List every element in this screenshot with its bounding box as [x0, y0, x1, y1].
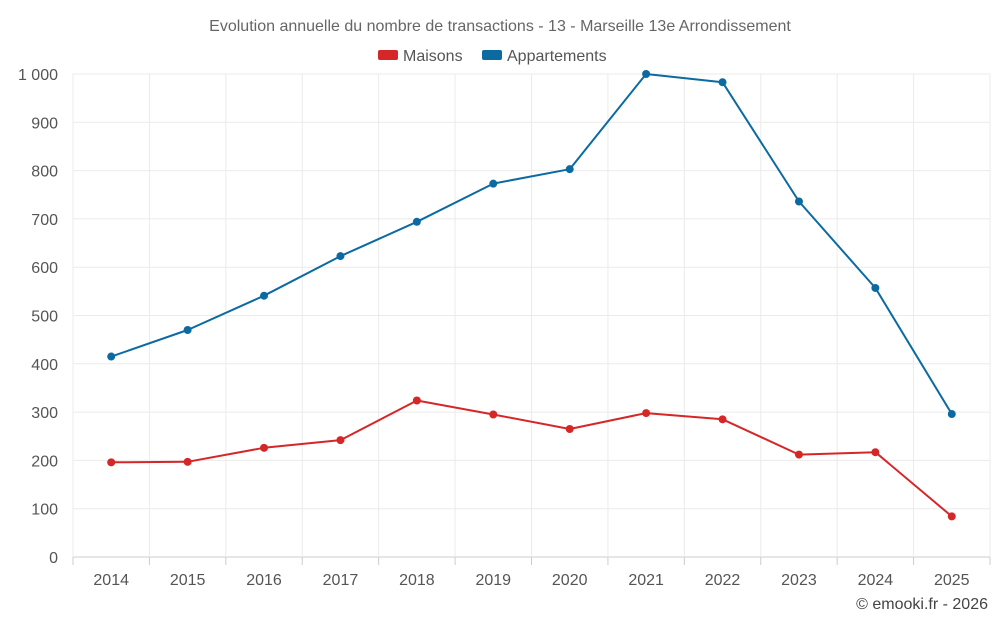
chart-title: Evolution annuelle du nombre de transact…: [209, 18, 791, 35]
data-point-appartements[interactable]: [642, 70, 651, 78]
data-point-appartements[interactable]: [107, 352, 116, 361]
x-tick-label: 2016: [246, 572, 282, 589]
x-tick-label: 2017: [323, 572, 359, 589]
data-point-appartements[interactable]: [183, 325, 192, 334]
chart-legend: Maisons Appartements: [378, 48, 607, 65]
y-tick-label: 300: [31, 405, 58, 422]
legend-label-maisons[interactable]: Maisons: [403, 48, 463, 65]
y-tick-label: 0: [49, 550, 58, 567]
y-tick-label: 700: [31, 212, 58, 229]
x-tick-label: 2021: [628, 572, 664, 589]
x-tick-label: 2022: [705, 572, 741, 589]
data-point-appartements[interactable]: [412, 217, 421, 226]
data-point-maisons[interactable]: [336, 436, 345, 445]
y-tick-label: 500: [31, 309, 58, 326]
y-axis-tick-labels: 0 100 200 300 400 500 600 700 800 900 1 000: [18, 67, 58, 567]
legend-label-appartements[interactable]: Appartements: [507, 48, 607, 65]
x-tick-label: 2020: [552, 572, 588, 589]
y-tick-label: 400: [31, 357, 58, 374]
data-point-appartements[interactable]: [336, 252, 345, 261]
data-point-maisons[interactable]: [183, 457, 192, 466]
x-tick-label: 2019: [475, 572, 511, 589]
x-tick-label: 2018: [399, 572, 435, 589]
series-layer: [107, 70, 956, 521]
data-point-appartements[interactable]: [489, 179, 498, 188]
data-point-maisons[interactable]: [718, 415, 727, 424]
data-point-maisons[interactable]: [947, 512, 956, 521]
y-tick-label: 1 000: [18, 67, 58, 84]
data-point-appartements[interactable]: [871, 283, 880, 292]
gridlines: [72, 73, 991, 565]
data-point-maisons[interactable]: [565, 425, 574, 434]
x-tick-label: 2023: [781, 572, 817, 589]
x-tick-label: 2025: [934, 572, 970, 589]
data-point-appartements[interactable]: [260, 291, 269, 300]
series-line-maisons: [111, 399, 953, 518]
data-point-maisons[interactable]: [107, 458, 116, 467]
data-point-maisons[interactable]: [489, 410, 498, 419]
data-point-appartements[interactable]: [794, 197, 803, 206]
data-point-maisons[interactable]: [260, 443, 269, 452]
data-point-appartements[interactable]: [947, 410, 956, 419]
x-tick-label: 2014: [93, 572, 129, 589]
data-point-maisons[interactable]: [412, 396, 421, 405]
x-tick-label: 2024: [858, 572, 894, 589]
y-tick-label: 800: [31, 164, 58, 181]
data-point-appartements[interactable]: [718, 78, 727, 87]
series-line-appartements: [110, 73, 953, 415]
data-point-maisons[interactable]: [871, 448, 880, 457]
y-tick-label: 200: [31, 453, 58, 470]
y-tick-label: 600: [31, 260, 58, 277]
x-tick-label: 2015: [170, 572, 206, 589]
data-point-appartements[interactable]: [565, 165, 574, 174]
data-point-maisons[interactable]: [794, 450, 803, 459]
y-tick-label: 900: [31, 115, 58, 132]
chart-credit: © emooki.fr - 2026: [856, 596, 988, 613]
legend-swatch-maisons: [378, 50, 398, 60]
y-tick-label: 100: [31, 502, 58, 519]
x-axis-tick-labels: 2014 2015 2016 2017 2018 2019 2020 2021 2022 2023…: [93, 572, 969, 589]
data-point-maisons[interactable]: [642, 409, 651, 418]
legend-swatch-appartements: [482, 50, 502, 60]
